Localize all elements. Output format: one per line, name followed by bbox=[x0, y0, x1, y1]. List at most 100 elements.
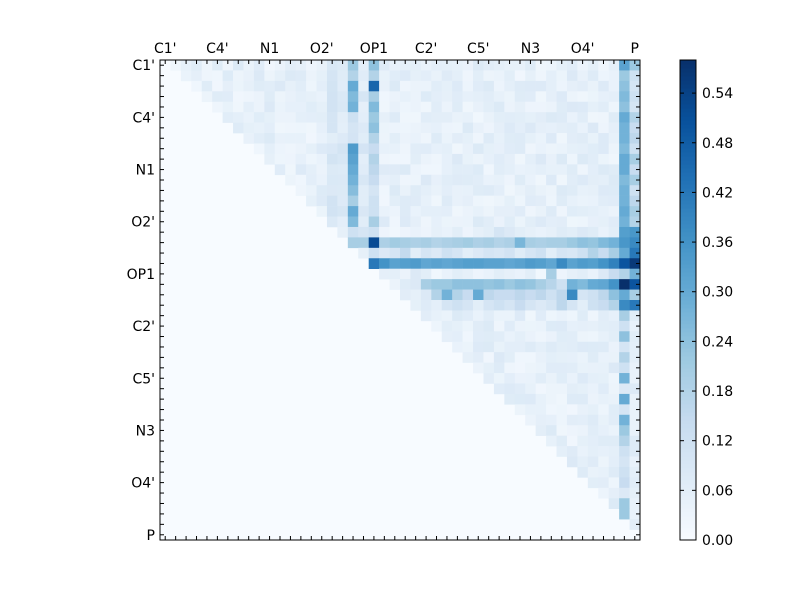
colorbar-segment bbox=[680, 256, 696, 260]
heatmap-cell bbox=[504, 133, 515, 144]
heatmap-cell bbox=[494, 237, 505, 248]
heatmap-cell bbox=[609, 279, 620, 290]
heatmap-cell bbox=[577, 310, 588, 321]
heatmap-cell bbox=[410, 217, 421, 228]
heatmap-cell bbox=[515, 383, 526, 394]
heatmap-cell bbox=[473, 91, 484, 102]
heatmap-cell bbox=[525, 196, 536, 207]
colorbar-segment bbox=[680, 324, 696, 328]
heatmap-cell bbox=[619, 217, 630, 228]
heatmap-cell bbox=[557, 123, 568, 134]
heatmap-cell bbox=[296, 175, 307, 186]
heatmap-cell bbox=[536, 300, 547, 311]
heatmap-cell bbox=[515, 331, 526, 342]
heatmap-cell bbox=[431, 112, 442, 123]
colorbar-segment bbox=[680, 388, 696, 392]
x-tick-label: O2' bbox=[310, 41, 334, 57]
heatmap-cell bbox=[473, 196, 484, 207]
colorbar-segment bbox=[680, 468, 696, 472]
heatmap-cell bbox=[463, 258, 474, 269]
heatmap-cell bbox=[577, 102, 588, 113]
colorbar-segment bbox=[680, 76, 696, 80]
heatmap-cell bbox=[442, 175, 453, 186]
heatmap-cell bbox=[619, 269, 630, 280]
heatmap-cell bbox=[473, 248, 484, 259]
heatmap-cell bbox=[494, 154, 505, 165]
heatmap-cell bbox=[254, 133, 265, 144]
heatmap-cell bbox=[327, 70, 338, 81]
heatmap-cell bbox=[390, 81, 401, 92]
heatmap-cell bbox=[369, 248, 380, 259]
heatmap-cell bbox=[619, 154, 630, 165]
heatmap-cell bbox=[473, 143, 484, 154]
heatmap-cell bbox=[504, 123, 515, 134]
colorbar-segment bbox=[680, 448, 696, 452]
heatmap-cell bbox=[577, 404, 588, 415]
colorbar-segment bbox=[680, 416, 696, 420]
heatmap-cell bbox=[431, 237, 442, 248]
heatmap-cell bbox=[181, 70, 192, 81]
heatmap-cell bbox=[275, 81, 286, 92]
heatmap-cell bbox=[588, 70, 599, 81]
heatmap-cell bbox=[275, 133, 286, 144]
heatmap-cell bbox=[421, 300, 432, 311]
heatmap-cell bbox=[536, 123, 547, 134]
heatmap-cell bbox=[577, 154, 588, 165]
heatmap-cell bbox=[483, 154, 494, 165]
heatmap-cell bbox=[275, 143, 286, 154]
colorbar-segment bbox=[680, 424, 696, 428]
heatmap-cell bbox=[577, 269, 588, 280]
colorbar-segment bbox=[680, 308, 696, 312]
heatmap-cell bbox=[546, 300, 557, 311]
heatmap-cell bbox=[525, 227, 536, 238]
heatmap-cell bbox=[588, 185, 599, 196]
heatmap-cell bbox=[285, 133, 296, 144]
heatmap-cell bbox=[515, 164, 526, 175]
heatmap-cell bbox=[494, 363, 505, 374]
heatmap-cell bbox=[619, 457, 630, 468]
heatmap-cell bbox=[536, 196, 547, 207]
heatmap-cell bbox=[567, 133, 578, 144]
heatmap-cell bbox=[567, 363, 578, 374]
heatmap-cell bbox=[598, 248, 609, 259]
colorbar-segment bbox=[680, 400, 696, 404]
heatmap-cell bbox=[588, 175, 599, 186]
heatmap-cell bbox=[410, 91, 421, 102]
heatmap-cell bbox=[577, 467, 588, 478]
colorbar-segment bbox=[680, 64, 696, 68]
heatmap-cell bbox=[452, 310, 463, 321]
heatmap-cell bbox=[546, 383, 557, 394]
heatmap-cell bbox=[306, 112, 317, 123]
heatmap-cell bbox=[400, 290, 411, 301]
heatmap-cell bbox=[577, 321, 588, 332]
heatmap-cell bbox=[317, 196, 328, 207]
heatmap-cell bbox=[400, 258, 411, 269]
heatmap-cell bbox=[536, 321, 547, 332]
heatmap-cell bbox=[421, 112, 432, 123]
heatmap-cell bbox=[348, 196, 359, 207]
colorbar-segment bbox=[680, 180, 696, 184]
heatmap-cell bbox=[306, 102, 317, 113]
heatmap-cell bbox=[494, 164, 505, 175]
heatmap-cell bbox=[317, 175, 328, 186]
heatmap-cell bbox=[515, 91, 526, 102]
colorbar-segment bbox=[680, 72, 696, 76]
heatmap-cell bbox=[598, 300, 609, 311]
heatmap-cell bbox=[410, 123, 421, 134]
heatmap-cell bbox=[452, 269, 463, 280]
heatmap-cell bbox=[525, 310, 536, 321]
heatmap-cell bbox=[577, 436, 588, 447]
heatmap-cell bbox=[525, 206, 536, 217]
heatmap-cell bbox=[546, 91, 557, 102]
heatmap-cell bbox=[609, 425, 620, 436]
heatmap-cell bbox=[619, 373, 630, 384]
heatmap-cell bbox=[588, 133, 599, 144]
heatmap-cell bbox=[390, 91, 401, 102]
heatmap-cell bbox=[598, 404, 609, 415]
heatmap-cell bbox=[421, 248, 432, 259]
heatmap-cell bbox=[588, 436, 599, 447]
heatmap-cell bbox=[567, 321, 578, 332]
heatmap-cell bbox=[410, 81, 421, 92]
heatmap-cell bbox=[223, 91, 234, 102]
heatmap-cell bbox=[546, 175, 557, 186]
